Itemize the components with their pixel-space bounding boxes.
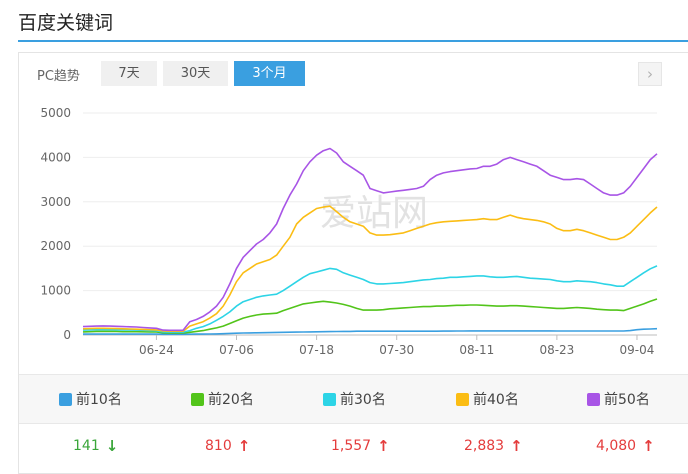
arrow-up-icon: ↑ (642, 437, 655, 455)
legend-label: 前10名 (76, 392, 122, 408)
series-line-2 (82, 298, 658, 334)
legend-label: 前20名 (208, 392, 254, 408)
series-line-5 (82, 147, 658, 332)
total-top30: 1,557 ↑ (331, 437, 390, 455)
arrow-up-icon: ↑ (237, 437, 251, 455)
y-tick-label: 4000 (40, 150, 71, 164)
total-value: 810 (205, 438, 232, 454)
series-line-4 (82, 205, 658, 333)
legend-label: 前50名 (604, 392, 650, 408)
x-tick-label: 08-23 (539, 343, 574, 357)
legend-item-top20[interactable]: 前20名 (191, 389, 254, 409)
y-tick-label: 5000 (40, 106, 71, 120)
total-top40: 2,883 ↑ (464, 437, 523, 455)
title-underline (18, 40, 688, 42)
legend-item-top40[interactable]: 前40名 (456, 389, 519, 409)
total-value: 2,883 (464, 438, 505, 454)
range-7d-button[interactable]: 7天 (101, 61, 157, 86)
y-tick-label: 3000 (40, 195, 71, 209)
page-title: 百度关键词 (18, 12, 114, 34)
watermark-text: 爱站网 (320, 193, 428, 234)
x-tick-label: 07-06 (219, 343, 254, 357)
legend-item-top30[interactable]: 前30名 (323, 389, 386, 409)
total-top10: 141 ↓ (73, 437, 118, 455)
x-tick-label: 07-18 (299, 343, 334, 357)
total-top50: 4,080 ↑ (596, 437, 655, 455)
trend-panel: PC趋势 7天 30天 3个月 › 爱站网 0 1000 2000 3000 4000 5… (18, 52, 688, 474)
legend-swatch (587, 392, 600, 406)
total-value: 141 (73, 438, 100, 454)
series-line-3 (82, 265, 658, 333)
legend-swatch (191, 392, 204, 406)
legend-item-top50[interactable]: 前50名 (587, 389, 650, 409)
range-30d-button[interactable]: 30天 (163, 61, 228, 86)
legend-swatch (323, 392, 336, 406)
x-tick-label: 07-30 (379, 343, 414, 357)
x-tick-label: 06-24 (139, 343, 174, 357)
x-tick-label: 09-04 (620, 343, 655, 357)
legend-label: 前30名 (340, 392, 386, 408)
legend-item-top10[interactable]: 前10名 (59, 389, 122, 409)
arrow-down-icon: ↓ (105, 437, 119, 455)
arrow-up-icon: ↑ (510, 437, 523, 455)
total-value: 1,557 (331, 438, 372, 454)
y-tick-label: 0 (63, 328, 71, 342)
pc-trend-label: PC趋势 (37, 69, 80, 84)
chevron-right-icon[interactable]: › (638, 62, 662, 86)
y-tick-label: 2000 (40, 239, 71, 253)
chart-legend: 前10名 前20名 前30名 前40名 前50名 (19, 374, 688, 424)
y-tick-label: 1000 (40, 284, 71, 298)
range-3m-button[interactable]: 3个月 (234, 61, 305, 86)
total-top20: 810 ↑ (205, 437, 250, 455)
x-tick-label: 08-11 (459, 343, 494, 357)
trend-chart: 爱站网 0 1000 2000 3000 4000 5000 06-24 07-06 07-18… (40, 106, 658, 357)
legend-swatch (456, 392, 469, 406)
arrow-up-icon: ↑ (377, 437, 390, 455)
total-value: 4,080 (596, 438, 637, 454)
legend-swatch (59, 392, 72, 406)
legend-label: 前40名 (473, 392, 519, 408)
series-line-1 (83, 327, 658, 336)
